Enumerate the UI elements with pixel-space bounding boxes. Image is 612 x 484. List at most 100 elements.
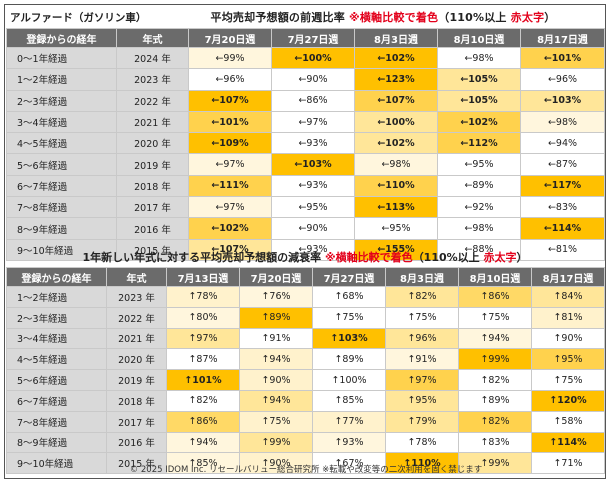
row-year: 2016 年 <box>106 431 167 454</box>
row-label: 2～3年経過 <box>6 89 117 112</box>
value-cell: ↑85% <box>312 389 386 412</box>
value-cell: ←81% <box>520 238 605 261</box>
value-cell: ←107% <box>188 238 272 261</box>
t1-header-cell: 年式 <box>116 28 189 48</box>
section1-title-text: 平均売却予想額の前週比率 <box>210 11 345 24</box>
decay-rate-table-header: 登録からの経年 年式 7月13日週 7月20日週 7月27日週 8月3日週 8月10日週 8月… <box>6 267 605 287</box>
value-cell: ↑94% <box>239 348 313 371</box>
table-row: 4～5年経過 2020 年 ↑87% ↑94% ↑89% ↑91% ↑99% ↑95% <box>6 348 605 371</box>
row-year: 2020 年 <box>106 348 167 371</box>
value-cell: ←110% <box>354 174 438 198</box>
value-cell: ↑95% <box>385 389 459 412</box>
section2-title-text: 1年新しい年式に対する平均売却予想額の減衰率 <box>82 251 322 264</box>
value-cell: ←102% <box>188 217 272 240</box>
table-row: 6～7年経過 2018 年 ←111% ←93% ←110% ←89% ←117% <box>6 174 605 198</box>
table-row: 3～4年経過 2021 年 ↑97% ↑91% ↑103% ↑96% ↑94% ↑90% <box>6 327 605 350</box>
row-label: 4～5年経過 <box>6 348 107 371</box>
row-year: 2019 年 <box>106 369 167 391</box>
row-label: 9～10年経過 <box>6 452 107 475</box>
value-cell: ←87% <box>520 153 605 176</box>
value-cell: ↑81% <box>531 306 605 329</box>
table-row: 6～7年経過 2018 年 ↑82% ↑94% ↑85% ↑95% ↑89% ↑120% <box>6 389 605 412</box>
value-cell: ↑58% <box>531 410 605 433</box>
value-cell: ←98% <box>437 217 521 240</box>
value-cell: ↑97% <box>385 369 459 391</box>
value-cell: ↑99% <box>458 348 532 371</box>
value-cell: ←112% <box>437 132 521 155</box>
value-cell: ↑71% <box>531 452 605 475</box>
value-cell: ↑99% <box>458 452 532 475</box>
section1-note: ※横軸比較で着色 <box>348 11 439 24</box>
value-cell: ↑90% <box>531 327 605 350</box>
value-cell: ←95% <box>437 153 521 176</box>
t2-header-cell: 8月3日週 <box>385 267 459 287</box>
value-cell: ←96% <box>520 68 605 91</box>
section1-header: アルファード（ガソリン車） 平均売却予想額の前週比率 ※横軸比較で着色（110%… <box>6 6 604 28</box>
t2-header-cell: 7月27日週 <box>312 267 386 287</box>
table-row: 8～9年経過 2016 年 ←102% ←90% ←95% ←98% ←114% <box>6 217 605 240</box>
t1-header-cell: 8月10日週 <box>437 28 521 48</box>
row-year: 2018 年 <box>106 389 167 412</box>
value-cell: ←97% <box>188 196 272 219</box>
t1-header-cell: 登録からの経年 <box>6 28 117 48</box>
value-cell: ←98% <box>354 153 438 176</box>
value-cell: ←102% <box>437 110 521 134</box>
row-year: 2018 年 <box>116 174 189 198</box>
row-year: 2015 年 <box>106 452 167 475</box>
section1-note-red2: 赤太字 <box>510 11 545 24</box>
table-row: 9～10年経過 2015 年 ←107% ←93% ←155% ←88% ←81% <box>6 238 605 261</box>
row-label: 1～2年経過 <box>6 286 107 308</box>
row-year: 2015 年 <box>116 238 189 261</box>
row-label: 6～7年経過 <box>6 389 107 412</box>
row-label: 5～6年経過 <box>6 153 117 176</box>
value-cell: ←86% <box>271 89 355 112</box>
table-row: 1～2年経過 2023 年 ←96% ←90% ←123% ←105% ←96% <box>6 68 605 91</box>
t1-header-cell: 8月3日週 <box>354 28 438 48</box>
value-cell: ↑90% <box>239 369 313 391</box>
row-year: 2023 年 <box>106 286 167 308</box>
row-label: 3～4年経過 <box>6 110 117 134</box>
value-cell: ←102% <box>354 46 438 70</box>
value-cell: ↑82% <box>458 410 532 433</box>
row-label: 5～6年経過 <box>6 369 107 391</box>
value-cell: ↑68% <box>312 286 386 308</box>
value-cell: ←155% <box>354 238 438 261</box>
value-cell: ↑78% <box>166 286 240 308</box>
value-cell: ↑82% <box>385 286 459 308</box>
value-cell: ←117% <box>520 174 605 198</box>
table-row: 3～4年経過 2021 年 ←101% ←97% ←100% ←102% ←98% <box>6 110 605 134</box>
row-year: 2022 年 <box>106 306 167 329</box>
section1-title: 平均売却予想額の前週比率 ※横軸比較で着色（110%以上 赤太字） <box>162 9 604 25</box>
row-year: 2022 年 <box>116 89 189 112</box>
value-cell: ↑75% <box>385 306 459 329</box>
value-cell: ←97% <box>188 153 272 176</box>
row-label: 2～3年経過 <box>6 306 107 329</box>
table-row: 1～2年経過 2023 年 ↑78% ↑76% ↑68% ↑82% ↑86% ↑84% <box>6 286 605 308</box>
value-cell: ←95% <box>354 217 438 240</box>
value-cell: ↑75% <box>239 410 313 433</box>
value-cell: ↑120% <box>531 389 605 412</box>
value-cell: ←101% <box>188 110 272 134</box>
value-cell: ←111% <box>188 174 272 198</box>
value-cell: ↑96% <box>385 327 459 350</box>
row-year: 2017 年 <box>106 410 167 433</box>
value-cell: ↑114% <box>531 431 605 454</box>
value-cell: ←89% <box>437 174 521 198</box>
value-cell: ←105% <box>437 68 521 91</box>
t2-header-cell: 8月10日週 <box>458 267 532 287</box>
value-cell: ↑90% <box>239 452 313 475</box>
table-row: 5～6年経過 2019 年 ↑101% ↑90% ↑100% ↑97% ↑82% ↑75% <box>6 369 605 391</box>
value-cell: ←93% <box>271 132 355 155</box>
value-cell: ↑82% <box>166 389 240 412</box>
t2-header-cell: 7月20日週 <box>239 267 313 287</box>
table-row: 4～5年経過 2020 年 ←109% ←93% ←102% ←112% ←94% <box>6 132 605 155</box>
value-cell: ↑77% <box>312 410 386 433</box>
value-cell: ↑82% <box>458 369 532 391</box>
table-row: 7～8年経過 2017 年 ↑86% ↑75% ↑77% ↑79% ↑82% ↑58% <box>6 410 605 433</box>
weekly-ratio-table-header: 登録からの経年 年式 7月20日週 7月27日週 8月3日週 8月10日週 8月17日週 <box>6 28 605 48</box>
value-cell: ↑91% <box>239 327 313 350</box>
value-cell: ↑85% <box>166 452 240 475</box>
weekly-ratio-table: 登録からの経年 年式 7月20日週 7月27日週 8月3日週 8月10日週 8月17日週 0… <box>6 28 605 261</box>
value-cell: ↑103% <box>312 327 386 350</box>
section1-note-rest: （110%以上 <box>438 11 507 24</box>
